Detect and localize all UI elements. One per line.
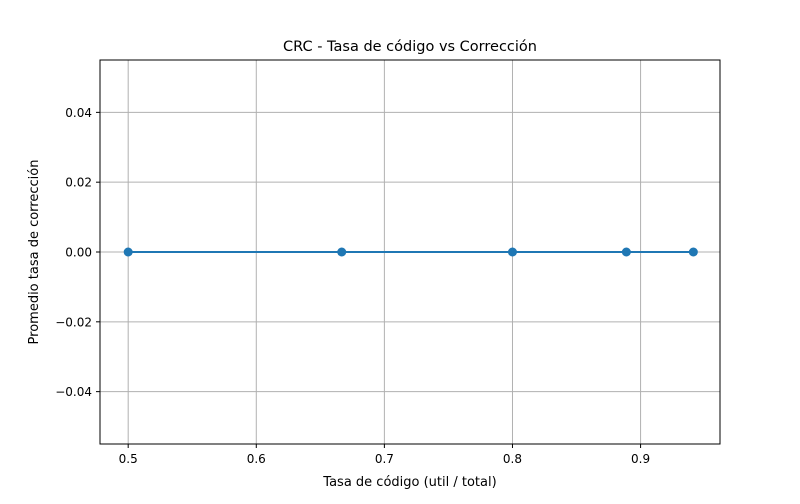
x-tick-label: 0.9: [631, 452, 650, 466]
y-tick-label: 0.00: [65, 246, 92, 260]
x-axis-ticks: 0.5 0.6 0.7 0.8 0.9: [119, 444, 650, 466]
data-point: [507, 247, 517, 257]
chart-title: CRC - Tasa de código vs Corrección: [283, 39, 537, 55]
data-point: [621, 247, 631, 257]
x-axis-label: Tasa de código (util / total): [322, 475, 496, 490]
x-tick-label: 0.5: [119, 452, 138, 466]
x-tick-label: 0.8: [503, 452, 522, 466]
series-layer: [123, 247, 698, 257]
y-axis-ticks: −0.04 −0.02 0.00 0.02 0.04: [55, 106, 100, 399]
y-tick-label: −0.04: [55, 385, 92, 399]
data-point: [123, 247, 133, 257]
y-tick-label: 0.02: [65, 176, 92, 190]
x-tick-label: 0.6: [247, 452, 266, 466]
x-tick-label: 0.7: [375, 452, 394, 466]
y-axis-label: Promedio tasa de corrección: [27, 160, 42, 345]
y-tick-label: −0.02: [55, 315, 92, 329]
data-point: [337, 247, 347, 257]
y-tick-label: 0.04: [65, 106, 92, 120]
data-point: [688, 247, 698, 257]
